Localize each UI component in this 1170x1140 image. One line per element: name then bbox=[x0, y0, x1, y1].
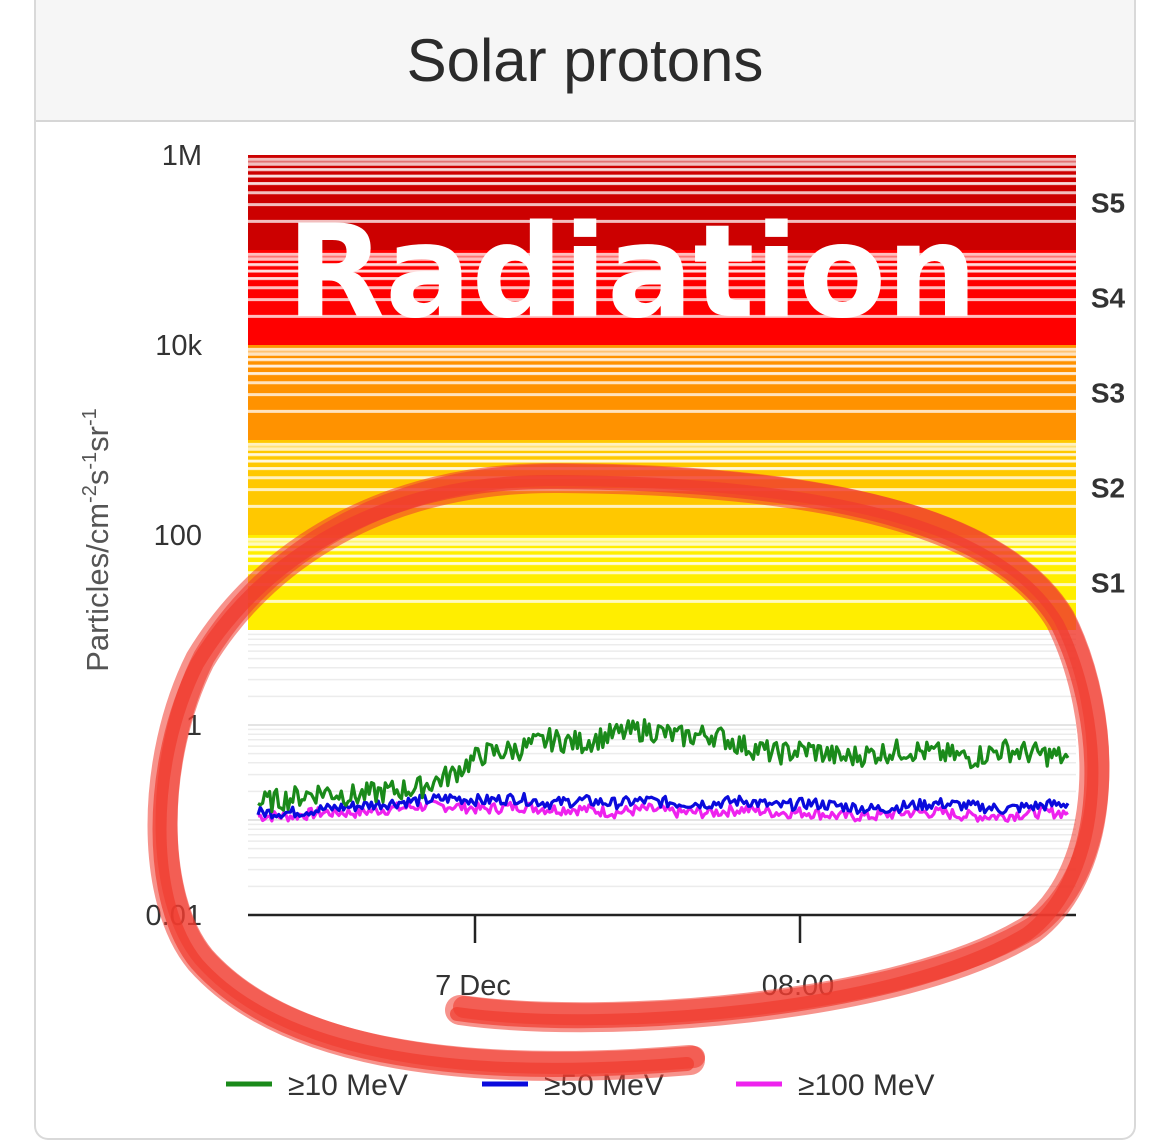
card-header: Solar protons bbox=[36, 0, 1134, 122]
y-tick-label: 1M bbox=[162, 140, 202, 172]
storm-level-label: S4 bbox=[1091, 283, 1126, 314]
y-axis-label: Particles/cm-2s-1sr-1 bbox=[79, 408, 115, 672]
legend: ≥10 MeV ≥50 MeV ≥100 MeV bbox=[226, 1069, 935, 1102]
storm-level-label: S2 bbox=[1091, 473, 1125, 504]
y-tick-label: 100 bbox=[154, 520, 202, 552]
y-tick-label: 10k bbox=[155, 330, 202, 362]
card-title: Solar protons bbox=[406, 27, 764, 94]
storm-bands: S1 S2 S3 S4 S5 bbox=[248, 155, 1126, 630]
series-line bbox=[257, 718, 1070, 814]
series-lines bbox=[256, 718, 1070, 823]
storm-level-label: S3 bbox=[1091, 378, 1125, 409]
series-line bbox=[256, 791, 1070, 820]
overlay-text: Radiation bbox=[287, 198, 978, 347]
legend-entry: ≥10 MeV bbox=[288, 1069, 408, 1102]
legend-entry: ≥100 MeV bbox=[798, 1069, 935, 1102]
series-line bbox=[257, 799, 1069, 823]
hand-drawn-circle-annotation bbox=[147, 462, 1110, 1081]
annotation-stroke bbox=[152, 474, 1099, 1077]
grid-lines bbox=[248, 633, 1076, 916]
storm-level-label: S1 bbox=[1091, 568, 1125, 599]
storm-level-label: S5 bbox=[1091, 188, 1125, 219]
